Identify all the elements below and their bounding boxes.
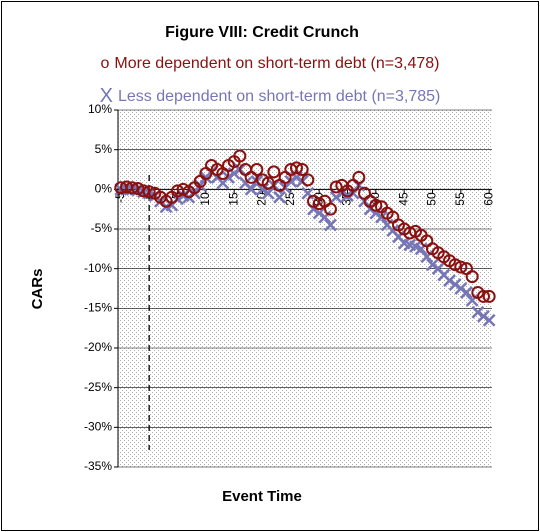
legend-entry: o More dependent on short-term debt (n=3,… bbox=[101, 55, 440, 72]
point bbox=[477, 289, 490, 303]
y-tick-label: 0% bbox=[95, 182, 113, 196]
point bbox=[375, 210, 388, 224]
legend-marker: o bbox=[101, 55, 110, 72]
y-tick-label: -5% bbox=[91, 221, 113, 235]
x-axis-label: Event Time bbox=[222, 488, 302, 505]
point bbox=[125, 181, 139, 195]
legend-entry: X Less dependent on short-term debt (n=3,… bbox=[100, 85, 441, 107]
y-tick-label: 5% bbox=[95, 142, 113, 156]
legend-label: More dependent on short-term debt (n=3,4… bbox=[114, 55, 439, 72]
point bbox=[267, 165, 281, 179]
point bbox=[261, 186, 275, 200]
legend-label: Less dependent on short-term debt (n=3,7… bbox=[118, 88, 440, 105]
point bbox=[273, 190, 286, 204]
point bbox=[142, 185, 156, 199]
x-tick-label: 10 bbox=[198, 192, 212, 206]
x-tick-label: 45 bbox=[396, 192, 410, 206]
point bbox=[482, 313, 496, 327]
point bbox=[465, 270, 479, 284]
y-tick-label: -25% bbox=[84, 380, 112, 394]
x-tick-label: 55 bbox=[453, 192, 467, 206]
y-axis-label: CARs bbox=[29, 269, 46, 310]
point bbox=[290, 161, 303, 175]
x-tick-label: 60 bbox=[481, 192, 495, 206]
x-tick-label: 50 bbox=[425, 192, 439, 206]
point bbox=[250, 163, 264, 176]
y-tick-label: -15% bbox=[84, 301, 112, 315]
x-tick-label: 25 bbox=[283, 192, 297, 206]
point bbox=[369, 198, 383, 212]
y-tick-label: 10% bbox=[88, 102, 112, 116]
point bbox=[301, 173, 315, 187]
y-tick-label: -30% bbox=[84, 420, 112, 434]
legend-marker: X bbox=[100, 85, 113, 107]
point bbox=[454, 260, 468, 274]
y-tick-label: -20% bbox=[84, 340, 112, 354]
chart-title: Figure VIII: Credit Crunch bbox=[165, 24, 359, 41]
point bbox=[233, 149, 247, 163]
point bbox=[482, 289, 496, 303]
point bbox=[352, 170, 366, 184]
point bbox=[244, 182, 258, 196]
point bbox=[324, 218, 337, 232]
point bbox=[460, 286, 473, 299]
x-tick-label: 15 bbox=[226, 192, 240, 206]
point bbox=[329, 180, 343, 194]
point bbox=[295, 163, 309, 176]
plot-area bbox=[118, 110, 492, 467]
x-tick-label: -5 bbox=[113, 192, 127, 203]
y-tick-label: -35% bbox=[84, 459, 112, 473]
y-tick-label: -10% bbox=[84, 261, 112, 275]
point bbox=[324, 202, 337, 216]
